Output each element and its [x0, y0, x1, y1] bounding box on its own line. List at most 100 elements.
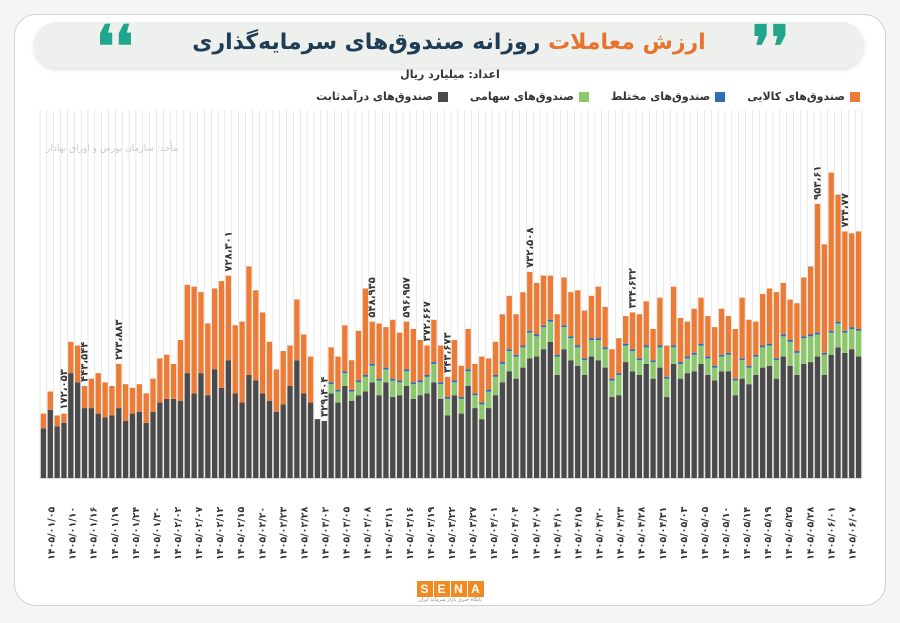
bar-segment-commodity: [821, 244, 827, 353]
bar-segment-equity: [739, 360, 745, 379]
x-tick-label: ۱۴۰۵/۰۳/۱۱: [384, 507, 395, 560]
bar-segment-fixed: [68, 373, 74, 478]
bar-segment-equity: [349, 391, 355, 401]
grid-lines: [39, 110, 863, 479]
bar-segment-mixed: [855, 328, 862, 331]
bar-segment-fixed: [712, 380, 718, 478]
bar-segment-equity: [527, 332, 533, 359]
bar-segment-commodity: [602, 306, 608, 348]
bar-segment-commodity: [766, 288, 773, 344]
x-tick-label: ۱۴۰۵/۰۶/۰۷: [847, 506, 858, 560]
bar-segment-equity: [533, 336, 540, 357]
bar-segment-commodity: [760, 294, 766, 346]
x-tick-label: ۱۴۰۵/۰۴/۲۳: [616, 506, 627, 560]
bar-segment-commodity: [588, 295, 595, 339]
bar-segment-commodity: [479, 356, 485, 403]
bar-segment-fixed: [725, 371, 732, 478]
bar-segment-equity: [636, 360, 643, 375]
logo-letter: A: [467, 581, 484, 597]
bar-segment-fixed: [54, 426, 60, 478]
bar-segment-equity: [677, 363, 684, 379]
bar-segment-mixed: [602, 347, 608, 350]
bar-segment-mixed: [575, 345, 581, 348]
bar-segment-fixed: [746, 384, 752, 478]
bar-segment-equity: [609, 380, 615, 398]
bar-segment-commodity: [670, 286, 677, 346]
legend-swatch-fixed: [437, 91, 448, 102]
bar-segment-mixed: [718, 354, 725, 357]
bar-segment-fixed: [349, 400, 355, 478]
bar-segment-fixed: [842, 352, 848, 478]
bar-segment-commodity: [753, 321, 759, 355]
bar-segment-fixed: [670, 363, 677, 478]
legend-item-equity: صندوق‌های سهامی: [470, 90, 589, 103]
bar-segment-fixed: [855, 356, 862, 478]
bar-segment-fixed: [294, 360, 300, 478]
bar-segment-commodity: [54, 415, 60, 427]
bar-segment-fixed: [157, 402, 163, 478]
bar-segment-commodity: [253, 290, 259, 381]
bar-segment-fixed: [575, 365, 581, 478]
bar-segment-mixed: [657, 345, 663, 348]
bar-segment-mixed: [335, 389, 341, 392]
bar-segment-commodity: [280, 351, 286, 405]
bar-segment-fixed: [486, 408, 492, 478]
bar-segment-equity: [773, 360, 780, 379]
bar-segment-equity: [561, 327, 567, 350]
bar-segment-commodity: [575, 290, 581, 346]
bar-segment-commodity: [376, 323, 382, 379]
bar-segment-commodity: [506, 295, 512, 350]
bar-segment-fixed: [465, 386, 471, 478]
bar-segment-commodity: [499, 314, 506, 363]
bar-segment-commodity: [554, 314, 560, 355]
bar-segment-equity: [753, 356, 759, 375]
bar-segment-equity: [479, 404, 485, 420]
bar-segment-commodity: [136, 384, 142, 412]
bar-segment-equity: [390, 380, 396, 398]
x-tick-label: ۱۴۰۵/۰۴/۳۱: [658, 507, 669, 560]
x-tick-label: ۱۴۰۵/۰۵/۱۰: [721, 507, 732, 560]
bar-segment-equity: [451, 382, 458, 396]
bar-segment-commodity: [444, 376, 451, 398]
bar-segment-commodity: [150, 378, 156, 412]
bar-segment-commodity: [842, 231, 848, 331]
bar-segment-mixed: [369, 363, 375, 366]
bar-segment-fixed: [396, 395, 403, 478]
bar-segment-equity: [684, 358, 690, 374]
bar-segment-mixed: [342, 371, 348, 374]
bar-segment-mixed: [643, 345, 649, 348]
bar-segment-fixed: [718, 371, 725, 478]
bar-segment-fixed: [136, 411, 142, 478]
bar-segment-equity: [705, 358, 711, 375]
bar-segment-fixed: [246, 374, 252, 478]
bar-segment-commodity: [390, 319, 396, 379]
bar-segment-fixed: [849, 349, 855, 478]
bar-segment-commodity: [807, 266, 814, 335]
bar-segment-fixed: [424, 393, 430, 478]
bar-segment-mixed: [438, 382, 444, 385]
x-tick-label: ۱۴۰۵/۰۲/۰۲: [173, 506, 184, 560]
bar-segment-mixed: [814, 332, 821, 335]
x-tick-label: ۱۴۰۵/۰۳/۲۲: [447, 506, 458, 560]
bar-segment-commodity: [472, 363, 478, 394]
x-tick-label: ۱۴۰۵/۰۴/۰۴: [510, 506, 521, 560]
bar-segment-fixed: [369, 382, 375, 478]
bar-segment-equity: [595, 340, 601, 361]
bar-segment-fixed: [403, 386, 410, 478]
value-annotation: ۵۹۶،۹۵۷: [401, 277, 412, 317]
bar-segment-equity: [410, 384, 416, 399]
x-tick-label: ۱۴۰۵/۰۳/۰۸: [363, 506, 374, 560]
bar-segment-fixed: [383, 382, 389, 478]
bar-segment-commodity: [849, 233, 855, 328]
bar-segment-mixed: [355, 380, 362, 383]
bar-segment-fixed: [116, 408, 122, 478]
bar-segment-fixed: [205, 395, 211, 478]
bar-segment-fixed: [95, 413, 101, 478]
bar-segment-equity: [342, 373, 348, 386]
bar-segment-fixed: [533, 356, 540, 478]
bar-segment-fixed: [88, 408, 95, 478]
bar-segment-commodity: [68, 341, 74, 374]
bar-segment-commodity: [259, 312, 266, 394]
bar-segment-commodity: [417, 340, 423, 381]
title-main: روزانه صندوق‌های سرمایه‌گذاری: [192, 30, 541, 55]
